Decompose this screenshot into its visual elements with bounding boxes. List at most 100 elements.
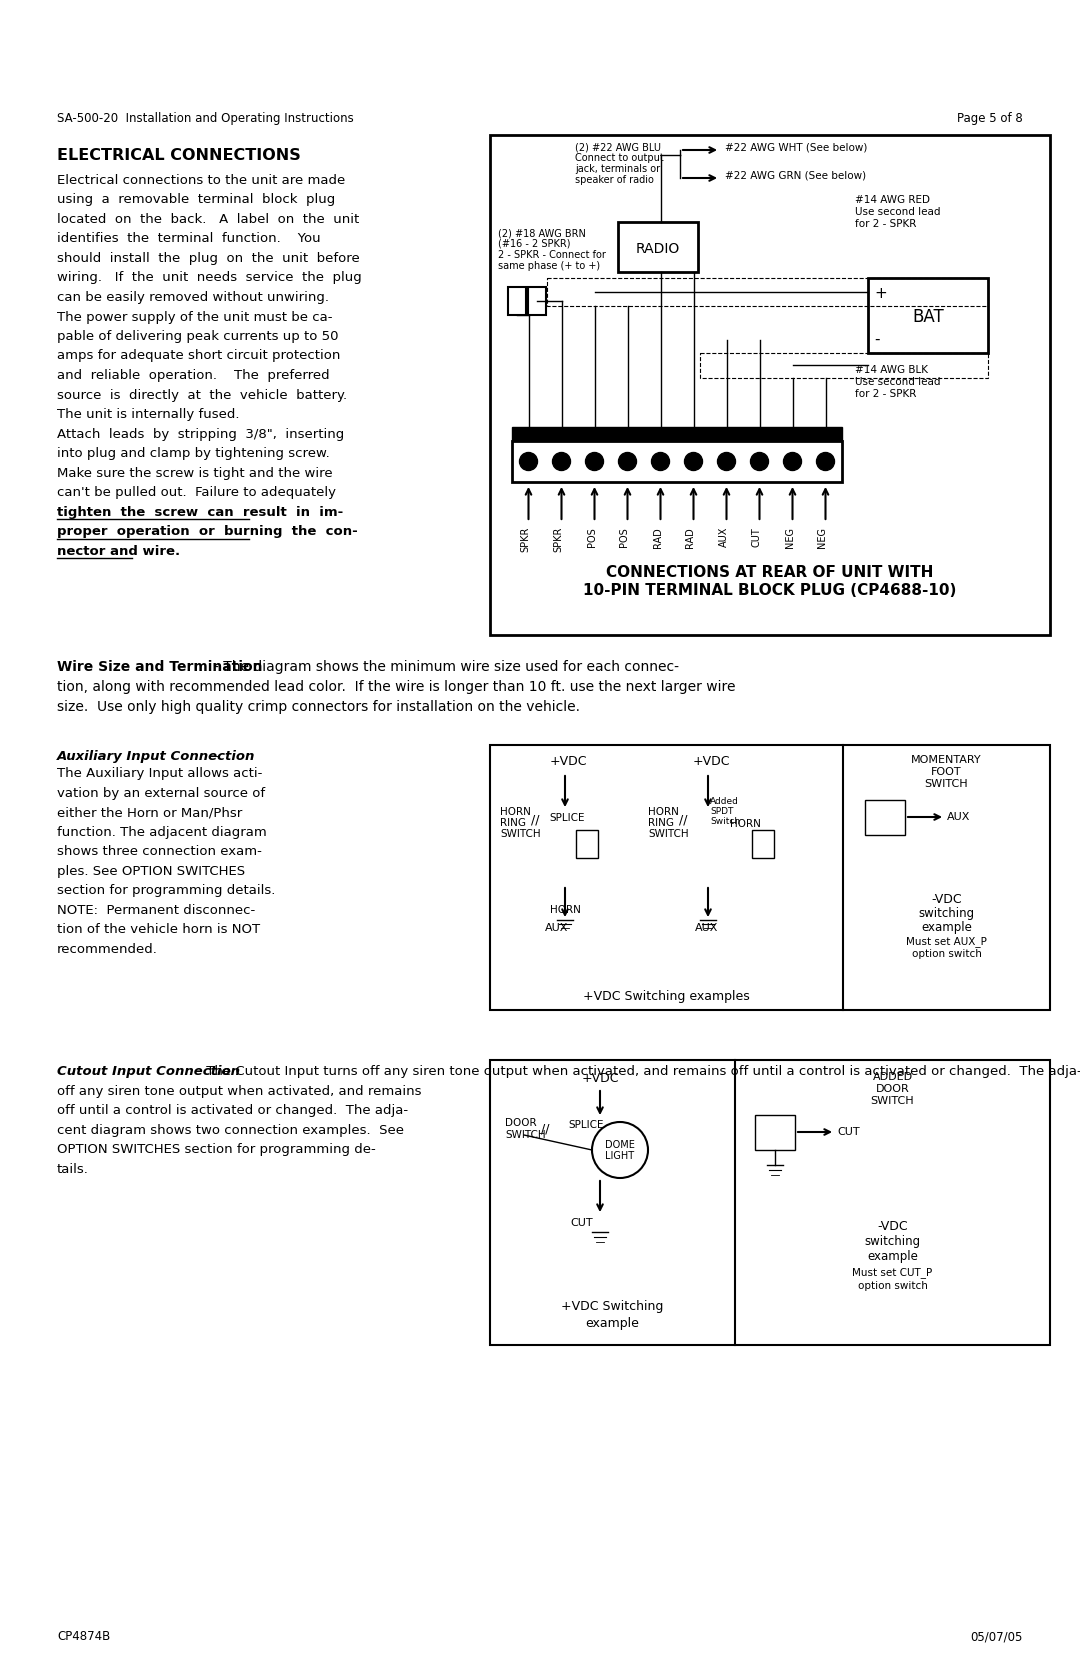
Text: NEG: NEG: [818, 527, 827, 547]
Text: Added: Added: [710, 798, 739, 806]
Bar: [512, 441, 842, 482]
Circle shape: [553, 452, 570, 471]
Text: #14 AWG BLK: #14 AWG BLK: [855, 366, 928, 376]
Bar: [868, 279, 988, 354]
Text: tion, along with recommended lead color.  If the wire is longer than 10 ft. use : tion, along with recommended lead color.…: [57, 679, 735, 694]
Text: cent diagram shows two connection examples.  See: cent diagram shows two connection exampl…: [57, 1123, 404, 1137]
Text: pable of delivering peak currents up to 50: pable of delivering peak currents up to …: [57, 330, 338, 344]
Circle shape: [619, 452, 636, 471]
Text: DOME: DOME: [605, 1140, 635, 1150]
Text: CUT: CUT: [752, 527, 761, 547]
Text: Use second lead: Use second lead: [855, 207, 941, 217]
Text: HORN: HORN: [730, 819, 760, 829]
Text: Page 5 of 8: Page 5 of 8: [957, 112, 1023, 125]
Text: MOMENTARY: MOMENTARY: [912, 754, 982, 764]
Text: Switch: Switch: [710, 818, 740, 826]
Text: ELECTRICAL CONNECTIONS: ELECTRICAL CONNECTIONS: [57, 149, 300, 164]
Text: SPLICE: SPLICE: [550, 813, 584, 823]
Circle shape: [592, 1122, 648, 1178]
Text: POS: POS: [620, 527, 630, 547]
Text: recommended.: recommended.: [57, 943, 158, 955]
Text: SPDT: SPDT: [710, 808, 733, 816]
Text: SWITCH: SWITCH: [648, 829, 689, 840]
Text: +VDC Switching examples: +VDC Switching examples: [583, 990, 750, 1003]
Text: //: //: [531, 813, 540, 826]
Text: HORN: HORN: [500, 808, 531, 818]
Text: 10-PIN TERMINAL BLOCK PLUG (CP4688-10): 10-PIN TERMINAL BLOCK PLUG (CP4688-10): [583, 582, 957, 598]
Text: RAD: RAD: [652, 527, 662, 547]
Text: (2) #22 AWG BLU: (2) #22 AWG BLU: [575, 142, 661, 152]
Circle shape: [783, 452, 801, 471]
Text: can't be pulled out.  Failure to adequately: can't be pulled out. Failure to adequate…: [57, 486, 336, 499]
Text: CUT: CUT: [837, 1127, 860, 1137]
Text: #14 AWG RED: #14 AWG RED: [855, 195, 930, 205]
Text: FOOT: FOOT: [931, 768, 962, 778]
Text: #22 AWG GRN (See below): #22 AWG GRN (See below): [725, 170, 866, 180]
Text: example: example: [921, 921, 972, 935]
Text: HORN: HORN: [648, 808, 679, 818]
Text: shows three connection exam-: shows three connection exam-: [57, 845, 261, 858]
Text: size.  Use only high quality crimp connectors for installation on the vehicle.: size. Use only high quality crimp connec…: [57, 699, 580, 714]
Text: Attach  leads  by  stripping  3/8",  inserting: Attach leads by stripping 3/8", insertin…: [57, 427, 345, 441]
Text: tighten  the  screw  can  result  in  im-: tighten the screw can result in im-: [57, 506, 343, 519]
Bar: [512, 427, 842, 441]
Text: RING: RING: [648, 818, 674, 828]
Text: using  a  removable  terminal  block  plug: using a removable terminal block plug: [57, 194, 335, 207]
Text: vation by an external source of: vation by an external source of: [57, 786, 265, 799]
Text: option switch: option switch: [858, 1282, 928, 1292]
Text: (#16 - 2 SPKR): (#16 - 2 SPKR): [498, 239, 570, 249]
Text: same phase (+ to +): same phase (+ to +): [498, 260, 600, 270]
Text: switching: switching: [864, 1235, 920, 1248]
Text: NEG: NEG: [784, 527, 795, 547]
Bar: [618, 222, 698, 272]
Text: off until a control is activated or changed.  The adja-: off until a control is activated or chan…: [57, 1103, 408, 1117]
Bar: [490, 744, 1050, 1010]
Text: OPTION SWITCHES section for programming de-: OPTION SWITCHES section for programming …: [57, 1143, 376, 1157]
Text: Connect to output: Connect to output: [575, 154, 664, 164]
Text: - The Cutout Input turns off any siren tone output when activated, and remains o: - The Cutout Input turns off any siren t…: [192, 1065, 1080, 1078]
Text: AUX: AUX: [545, 923, 568, 933]
Text: +VDC: +VDC: [550, 754, 588, 768]
Text: off any siren tone output when activated, and remains: off any siren tone output when activated…: [57, 1085, 421, 1098]
Text: +: +: [874, 285, 887, 300]
Text: located  on  the  back.   A  label  on  the  unit: located on the back. A label on the unit: [57, 214, 360, 225]
Bar: [508, 287, 526, 315]
Text: The unit is internally fused.: The unit is internally fused.: [57, 407, 240, 421]
Text: SPLICE: SPLICE: [568, 1120, 604, 1130]
Text: switching: switching: [918, 906, 974, 920]
Text: Must set AUX_P: Must set AUX_P: [906, 936, 987, 946]
Text: for 2 - SPKR: for 2 - SPKR: [855, 389, 916, 399]
Circle shape: [717, 452, 735, 471]
Text: 05/07/05: 05/07/05: [971, 1631, 1023, 1642]
Text: Auxiliary Input Connection: Auxiliary Input Connection: [57, 749, 255, 763]
Bar: [546, 279, 988, 305]
Bar: [752, 829, 774, 858]
Text: CP4874B: CP4874B: [57, 1631, 110, 1642]
Text: +VDC: +VDC: [581, 1071, 619, 1085]
Text: amps for adequate short circuit protection: amps for adequate short circuit protecti…: [57, 349, 340, 362]
Text: SWITCH: SWITCH: [870, 1097, 915, 1107]
Text: HORN: HORN: [550, 905, 580, 915]
Text: (2) #18 AWG BRN: (2) #18 AWG BRN: [498, 229, 585, 239]
Text: Electrical connections to the unit are made: Electrical connections to the unit are m…: [57, 174, 346, 187]
Text: tails.: tails.: [57, 1163, 89, 1175]
Text: speaker of radio: speaker of radio: [575, 175, 653, 185]
Text: +VDC: +VDC: [693, 754, 730, 768]
Text: function. The adjacent diagram: function. The adjacent diagram: [57, 826, 267, 838]
Circle shape: [585, 452, 604, 471]
Text: AUX: AUX: [718, 527, 729, 547]
Text: AUX: AUX: [696, 923, 718, 933]
Text: ples. See OPTION SWITCHES: ples. See OPTION SWITCHES: [57, 865, 245, 878]
Text: CUT: CUT: [570, 1218, 593, 1228]
Text: #22 AWG WHT (See below): #22 AWG WHT (See below): [725, 144, 867, 154]
Bar: [755, 1115, 795, 1150]
Bar: [700, 354, 988, 377]
Bar: [528, 287, 546, 315]
Text: BAT: BAT: [913, 309, 944, 327]
Text: SWITCH: SWITCH: [505, 1130, 545, 1140]
Text: tion of the vehicle horn is NOT: tion of the vehicle horn is NOT: [57, 923, 260, 936]
Text: example: example: [867, 1250, 918, 1263]
Text: should  install  the  plug  on  the  unit  before: should install the plug on the unit befo…: [57, 252, 360, 265]
Text: The power supply of the unit must be ca-: The power supply of the unit must be ca-: [57, 310, 333, 324]
Text: identifies  the  terminal  function.    You: identifies the terminal function. You: [57, 232, 321, 245]
